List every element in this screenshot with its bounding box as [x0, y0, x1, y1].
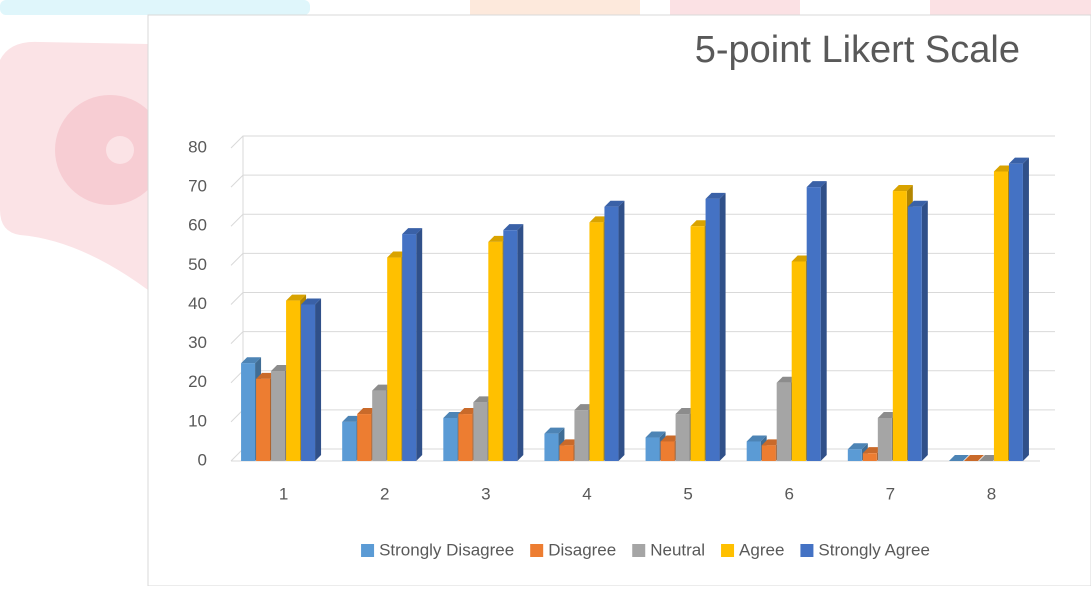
- bar: [589, 222, 603, 461]
- bar: [357, 414, 371, 461]
- bar: [661, 441, 675, 461]
- bar-side: [720, 193, 726, 461]
- x-tick-label: 3: [481, 484, 490, 503]
- legend-swatch: [632, 544, 645, 557]
- legend-label: Agree: [739, 540, 784, 559]
- bar: [271, 371, 285, 461]
- bar-side: [315, 299, 321, 462]
- chart-title: 5-point Likert Scale: [695, 29, 1020, 71]
- y-tick-label: 60: [188, 216, 207, 235]
- bar: [646, 438, 660, 461]
- bar: [256, 379, 270, 461]
- y-tick-label: 50: [188, 255, 207, 274]
- x-tick-label: 7: [886, 484, 895, 503]
- bar: [544, 434, 558, 461]
- y-tick-label: 20: [188, 372, 207, 391]
- x-tick-label: 4: [582, 484, 591, 503]
- bar: [559, 445, 573, 461]
- bar: [372, 391, 386, 461]
- bar: [878, 418, 892, 461]
- bar: [762, 445, 776, 461]
- bar: [443, 418, 457, 461]
- bar: [458, 414, 472, 461]
- bar: [488, 242, 502, 461]
- x-tick-label: 6: [784, 484, 793, 503]
- chart: 5-point Likert Scale 0 10 20 30 40 50 60 70 80 1…: [0, 0, 1091, 586]
- y-tick-label: 10: [188, 411, 207, 430]
- y-tick-label: 40: [188, 294, 207, 313]
- legend-label: Disagree: [548, 540, 616, 559]
- legend-swatch: [721, 544, 734, 557]
- y-tick-label: 0: [198, 450, 207, 469]
- legend-swatch: [530, 544, 543, 557]
- bar: [706, 199, 720, 461]
- bar: [676, 414, 690, 461]
- bar: [848, 449, 862, 461]
- y-tick-label: 70: [188, 177, 207, 196]
- bar-side: [618, 201, 624, 461]
- bar: [402, 234, 416, 461]
- x-tick-label: 5: [683, 484, 692, 503]
- bar: [893, 191, 907, 461]
- bar-side: [821, 181, 827, 461]
- bar-side: [416, 228, 422, 461]
- bar: [807, 187, 821, 461]
- x-tick-label: 8: [987, 484, 996, 503]
- bar: [691, 226, 705, 461]
- bar: [863, 453, 877, 461]
- bar: [574, 410, 588, 461]
- bar: [473, 402, 487, 461]
- bar: [342, 422, 356, 461]
- bar-side: [1023, 158, 1029, 461]
- y-tick-label: 30: [188, 333, 207, 352]
- y-tick-label: 80: [188, 137, 207, 156]
- bar: [387, 258, 401, 461]
- legend-label: Strongly Agree: [818, 540, 930, 559]
- legend-label: Strongly Disagree: [379, 540, 514, 559]
- bar-side: [517, 224, 523, 461]
- bar: [241, 363, 255, 461]
- bar: [777, 383, 791, 461]
- bar: [747, 441, 761, 461]
- x-tick-label: 1: [279, 484, 288, 503]
- bar: [301, 305, 315, 462]
- bar: [503, 230, 517, 461]
- legend-swatch: [361, 544, 374, 557]
- bar: [1009, 164, 1023, 461]
- legend-swatch: [800, 544, 813, 557]
- bar: [994, 171, 1008, 461]
- legend-label: Neutral: [650, 540, 705, 559]
- bar: [604, 207, 618, 461]
- x-tick-label: 2: [380, 484, 389, 503]
- bar-side: [922, 201, 928, 461]
- bar: [792, 261, 806, 461]
- bar: [286, 301, 300, 461]
- bar: [908, 207, 922, 461]
